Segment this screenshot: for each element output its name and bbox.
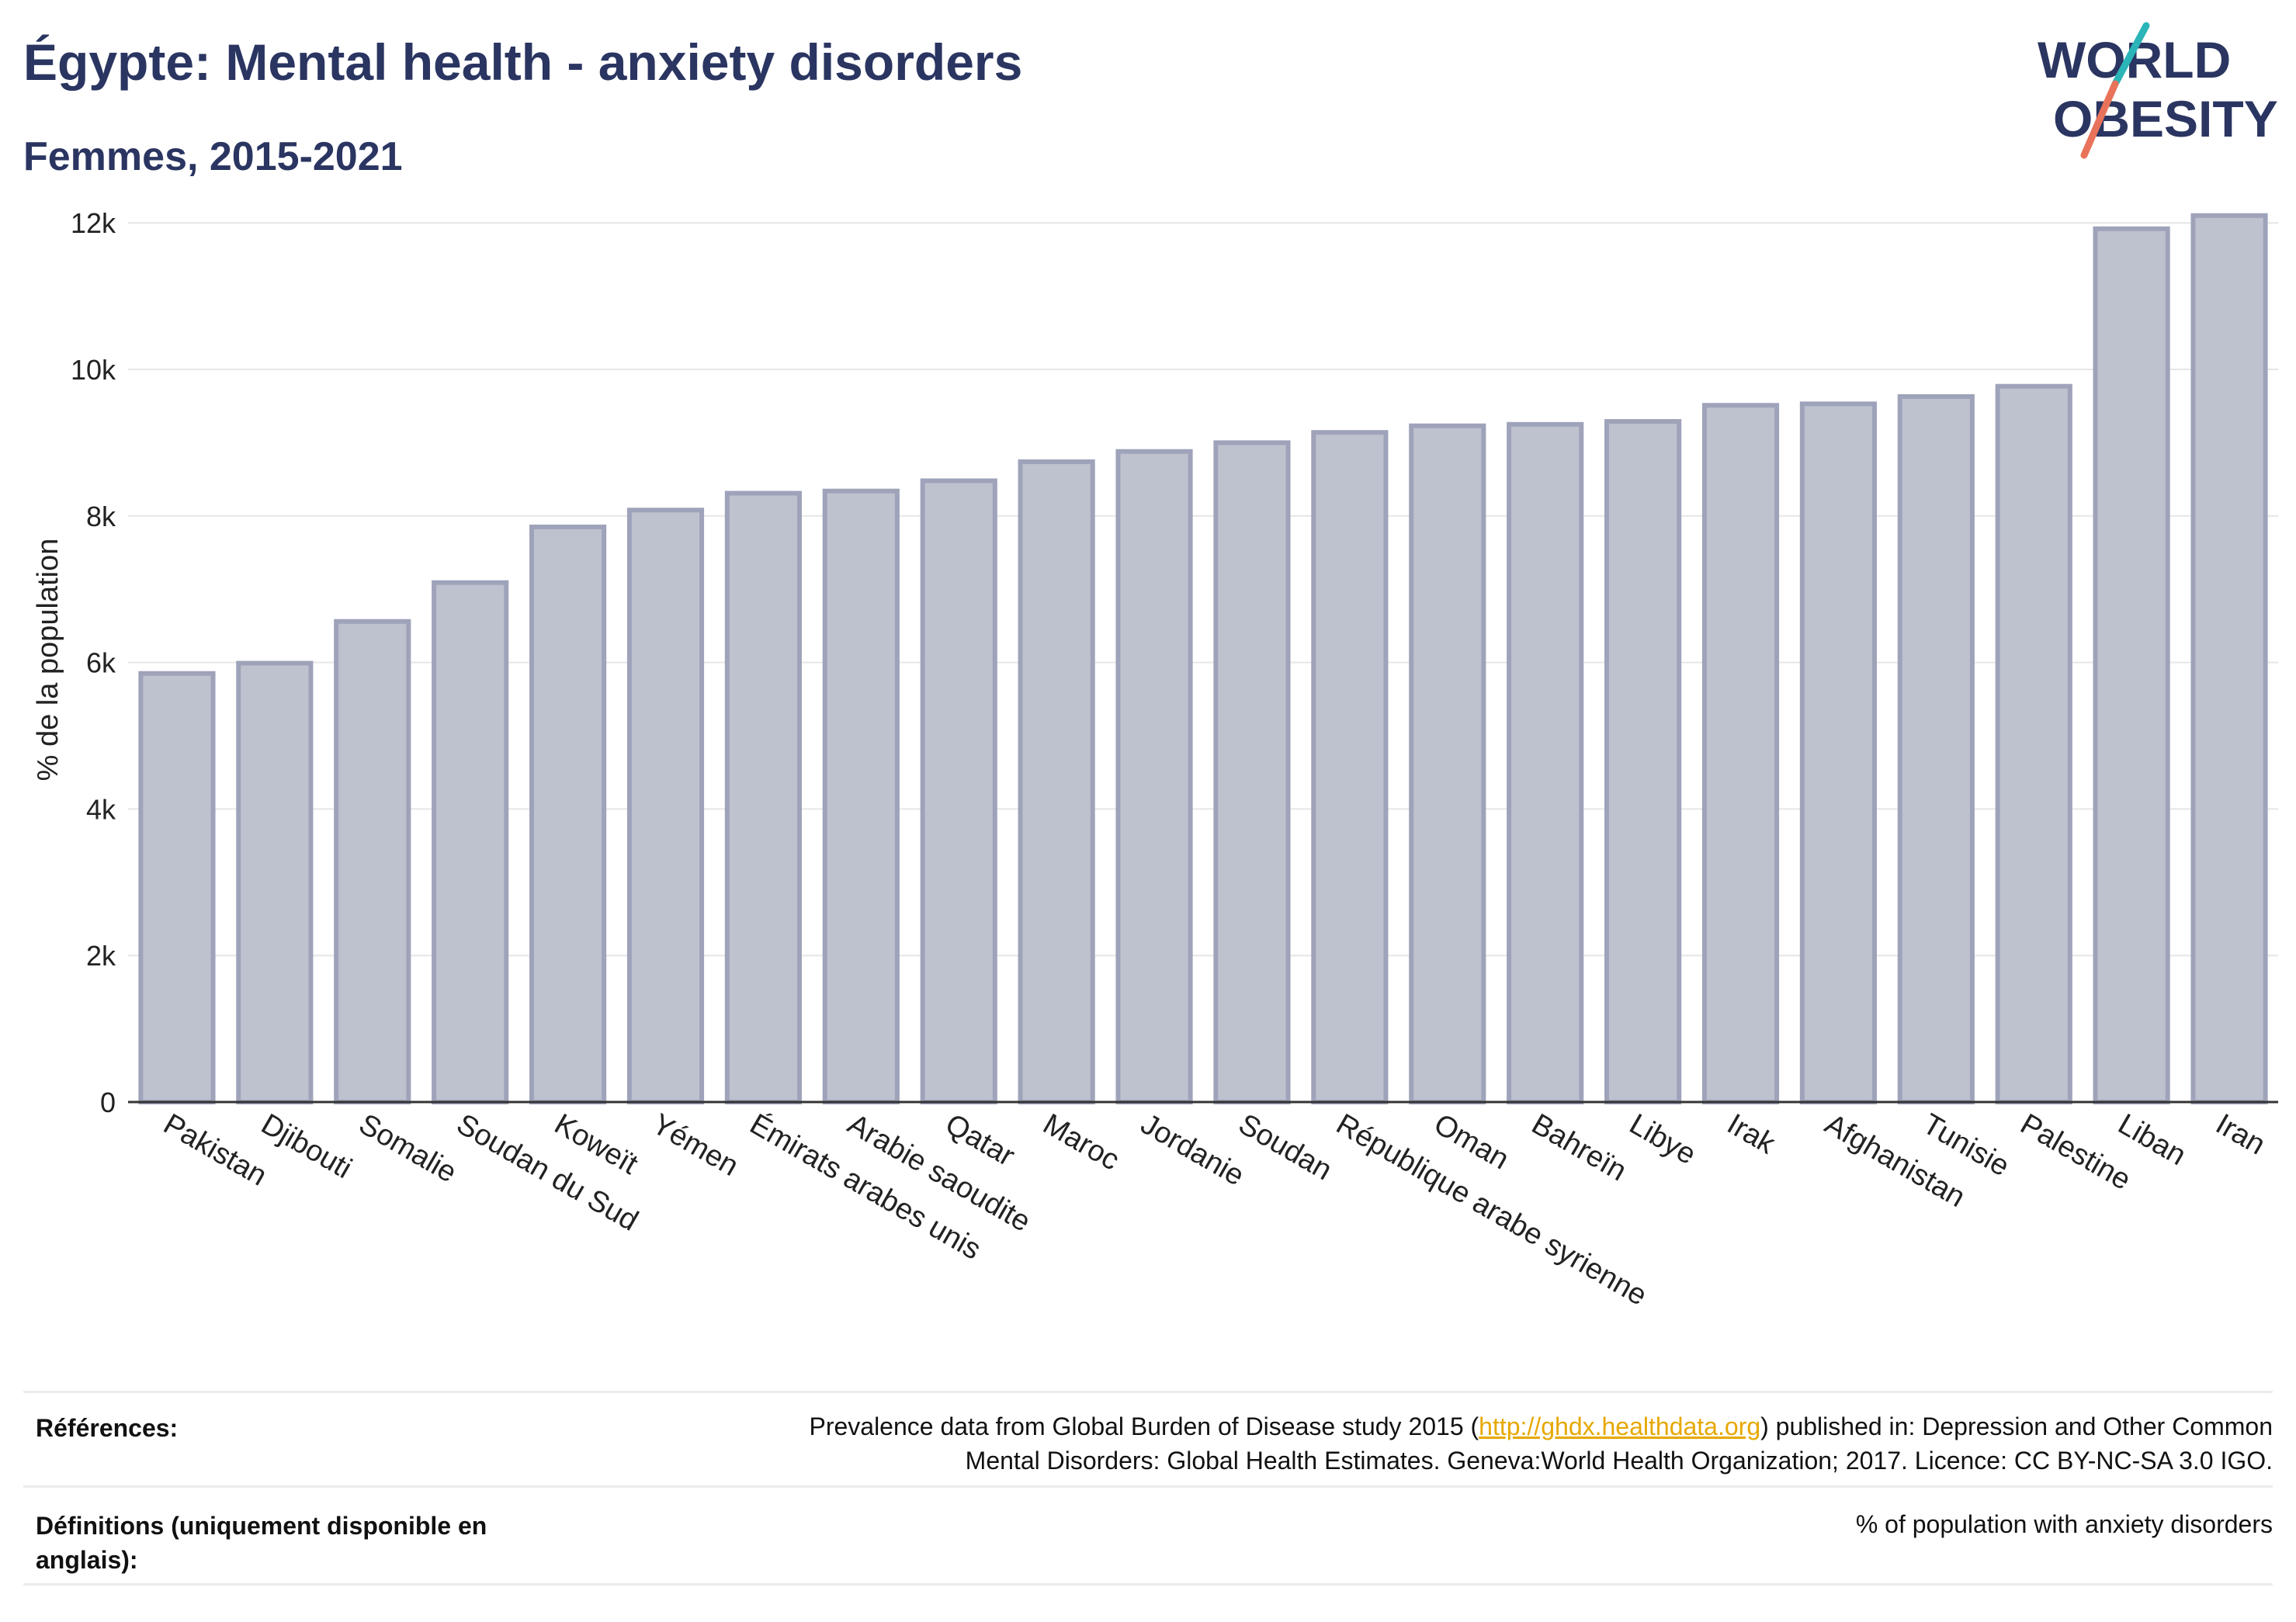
x-tick-label: Irak (1722, 1107, 1781, 1161)
bar (334, 619, 411, 1104)
bar (626, 508, 705, 1104)
chart-title: Égypte: Mental health - anxiety disorder… (23, 33, 1023, 91)
y-axis-label: % de la population (32, 539, 64, 782)
x-tick-label: Soudan (1233, 1107, 1337, 1187)
x-tick-label: Iran (2211, 1107, 2271, 1161)
bar (138, 671, 216, 1104)
logo-slash-teal (2111, 22, 2150, 88)
bar (1897, 393, 1975, 1105)
y-tick-label: 4k (86, 793, 116, 825)
references-text-before: Prevalence data from Global Burden of Di… (809, 1412, 1479, 1440)
bar (1311, 430, 1389, 1104)
y-tick-label: 8k (86, 501, 116, 532)
chart-subtitle: Femmes, 2015-2021 (23, 134, 403, 179)
bar (724, 490, 802, 1104)
x-tick-label: Pakistan (158, 1107, 272, 1192)
references-label: Références: (36, 1414, 179, 1442)
references-text-line2: Mental Disorders: Global Health Estimate… (965, 1447, 2273, 1475)
bar (1604, 419, 1682, 1104)
logo-slash-coral (2080, 80, 2119, 159)
bar (1995, 383, 2072, 1105)
y-tick-label: 12k (71, 207, 116, 239)
definitions-label-line1: Définitions (uniquement disponible en (36, 1512, 487, 1540)
x-tick-label: Jordanie (1136, 1107, 1250, 1192)
x-tick-label: Yémen (647, 1107, 744, 1183)
footer-divider-top (23, 1391, 2273, 1393)
x-tick-label: Libye (1624, 1107, 1701, 1171)
bar (1799, 401, 1877, 1104)
references-text: Prevalence data from Global Burden of Di… (809, 1409, 2273, 1478)
x-tick-label: Bahreïn (1526, 1107, 1632, 1187)
bar (1018, 459, 1095, 1104)
y-tick-label: 6k (86, 647, 116, 679)
references-link[interactable]: http://ghdx.healthdata.org (1479, 1412, 1761, 1440)
bar (1409, 423, 1486, 1104)
bar (822, 488, 900, 1104)
bar (529, 524, 607, 1104)
y-tick-label: 0 (100, 1087, 116, 1118)
bar (1507, 421, 1584, 1104)
y-tick-label: 2k (86, 940, 116, 972)
bar (2190, 213, 2268, 1104)
bar (920, 478, 997, 1104)
bar (236, 660, 314, 1104)
definitions-text: % of population with anxiety disorders (1855, 1510, 2273, 1538)
bar (432, 580, 509, 1104)
y-tick-label: 10k (71, 354, 116, 386)
bar-chart: 0 2k 4k 6k 8k 10k 12k % de la population Pakista… (32, 207, 2278, 1312)
bar (1213, 440, 1291, 1104)
bar (1701, 403, 1780, 1104)
world-obesity-logo: WORLD OBESITY (2038, 22, 2278, 159)
footer-divider-middle (23, 1485, 2273, 1488)
bar (2093, 226, 2170, 1105)
definitions-label-line2: anglais): (36, 1546, 138, 1574)
references-text-after: ) published in: Depression and Other Com… (1760, 1412, 2273, 1440)
bar (1115, 449, 1193, 1104)
x-tick-label: Maroc (1038, 1107, 1125, 1177)
definitions-label: Définitions (uniquement disponible en an… (36, 1509, 487, 1577)
x-tick-label: Palestine (2015, 1107, 2136, 1197)
x-tick-label: Somalie (353, 1107, 462, 1189)
footer-divider-bottom (23, 1583, 2273, 1586)
x-tick-label: Djibouti (255, 1107, 357, 1185)
